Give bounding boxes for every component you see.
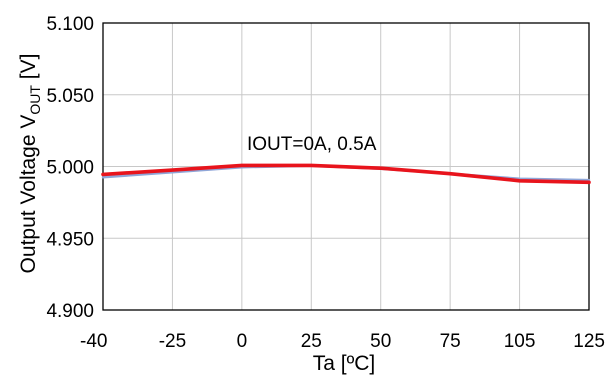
y-tick-label: 5.000 — [46, 158, 94, 179]
series-line — [101, 163, 591, 185]
x-tick-label: 50 — [370, 331, 391, 352]
y-tick-label: 4.900 — [46, 301, 94, 322]
y-tick-label: 5.100 — [46, 14, 94, 35]
y-axis-title-unit: [V] — [17, 54, 40, 86]
x-axis-title: Ta [ºC] — [313, 352, 376, 375]
x-tick-labels: -40 -25 0 25 50 75 105 125 — [80, 331, 605, 352]
x-tick-label: 125 — [573, 331, 605, 352]
x-tick-label: -40 — [80, 331, 107, 352]
y-tick-label: 4.950 — [46, 229, 94, 250]
y-axis-title-subscript: OUT — [27, 85, 43, 115]
y-tick-labels: 4.900 4.950 5.000 5.050 5.100 — [46, 14, 94, 322]
x-tick-label: -25 — [159, 331, 186, 352]
x-tick-label: 105 — [504, 331, 536, 352]
y-tick-label: 5.050 — [46, 86, 94, 107]
y-axis-title: Output Voltage VOUT [V] — [17, 54, 43, 274]
series-group — [101, 163, 591, 185]
plot-area-frame — [102, 22, 590, 311]
x-tick-label: 75 — [440, 331, 461, 352]
y-axis-title-main: Output Voltage V — [17, 115, 40, 274]
x-tick-label: 25 — [301, 331, 322, 352]
x-tick-label: 0 — [237, 331, 248, 352]
annotation-label: IOUT=0A, 0.5A — [247, 134, 377, 155]
